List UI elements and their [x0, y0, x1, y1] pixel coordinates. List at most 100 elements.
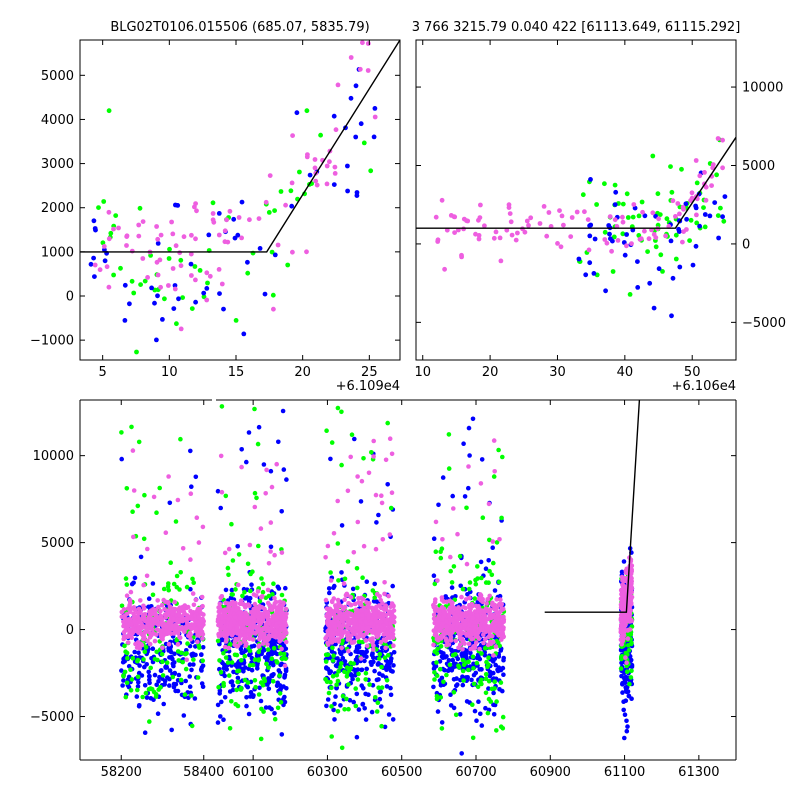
bottom-green-point [178, 436, 183, 442]
top-right-pink-point [528, 215, 534, 221]
top-left-ytick-label: 2000 [41, 201, 74, 216]
bottom-pink-point [256, 606, 262, 611]
bottom-pink-point [283, 639, 289, 645]
bottom-blue-point [327, 670, 333, 676]
bottom-blue-point [156, 679, 161, 684]
bottom-pink-point [363, 619, 368, 625]
top-left-blue-point [331, 182, 337, 188]
bottom-pink-point [379, 624, 384, 629]
bottom-blue-point [363, 717, 369, 722]
bottom-blue-point [348, 672, 354, 677]
bottom-blue-point [324, 703, 329, 709]
bottom-green-point [496, 447, 501, 453]
bottom-pink-point [447, 598, 453, 604]
bottom-blue-point [183, 678, 188, 684]
bottom-blue-point [460, 682, 466, 688]
bottom-blue-point [159, 668, 164, 673]
top-left-pink-point [178, 263, 184, 269]
bottom-blue-point [496, 654, 502, 659]
bottom-pink-point [266, 633, 272, 639]
top-left-pink-point [332, 164, 338, 170]
bottom-green-point [474, 660, 480, 666]
bottom-green-point [328, 570, 333, 575]
top-left-pink-point [158, 284, 164, 290]
bottom-green-point [497, 643, 503, 649]
bottom-pink-point [230, 607, 235, 612]
bottom-green-point [190, 576, 195, 582]
bottom-pink-point [339, 633, 344, 638]
top-right-green-point [650, 153, 656, 159]
bottom-pink-point [268, 549, 273, 554]
bottom-blue-point [249, 582, 254, 587]
bottom-green-point [271, 645, 277, 651]
bottom-blue-point [283, 585, 288, 591]
bottom-green-point [479, 681, 484, 687]
bottom-pink-point [258, 526, 264, 531]
bottom-blue-point [371, 599, 377, 604]
top-left-blue-point [353, 83, 359, 89]
bottom-green-point [242, 589, 247, 595]
top-left-pink-point [324, 163, 330, 169]
bottom-green-point [369, 450, 374, 455]
top-left-pink-point [275, 242, 281, 248]
top-right-green-point [660, 269, 665, 274]
bottom-pink-point [262, 606, 267, 612]
bottom-green-point [345, 559, 351, 564]
bottom-green-point [252, 678, 258, 683]
bottom-blue-point [468, 650, 473, 656]
bottom-blue-point [266, 676, 271, 681]
bottom-pink-point [257, 632, 263, 638]
top-left-pink-point [193, 277, 198, 283]
bottom-blue-point [355, 645, 361, 651]
bottom-pink-point [375, 591, 380, 597]
bottom-blue-point [431, 573, 437, 578]
bottom-pink-point [326, 622, 331, 628]
top-right-blue-point [607, 231, 612, 237]
bottom-pink-point [458, 613, 464, 619]
top-left-green-point [178, 257, 184, 263]
bottom-green-point [499, 515, 504, 521]
bottom-blue-point [455, 656, 461, 662]
bottom-pink-point [438, 636, 444, 641]
bottom-green-point [260, 581, 266, 587]
bottom-pink-point [193, 597, 199, 603]
bottom-green-point [226, 572, 231, 578]
bottom-green-point [234, 652, 240, 658]
bottom-xtick-label: 58200 [101, 765, 142, 780]
top-right-pink-point [703, 184, 709, 190]
bottom-pink-point [216, 609, 222, 614]
top-right-green-point [668, 164, 673, 170]
top-right-green-point [715, 213, 721, 219]
bottom-pink-point [475, 630, 481, 635]
bottom-pink-point [358, 600, 364, 606]
bottom-green-point [148, 665, 153, 671]
bottom-green-point [248, 571, 253, 577]
top-right-pink-point [461, 216, 467, 222]
bottom-pink-point [239, 464, 244, 470]
bottom-green-point [470, 654, 476, 660]
bottom-blue-point [391, 663, 396, 668]
top-left-green-point [100, 240, 106, 246]
bottom-pink-point [200, 636, 205, 641]
top-left-pink-point [104, 264, 110, 270]
top-left-green-point [368, 168, 374, 174]
top-right-green-point [714, 172, 719, 178]
bottom-blue-point [498, 648, 504, 653]
top-right-pink-point [675, 201, 681, 206]
bottom-pink-point [175, 642, 181, 647]
bottom-pink-point [431, 642, 436, 648]
top-left-green-point [197, 268, 203, 273]
top-right-pink-point [515, 230, 520, 236]
bottom-green-point [184, 584, 190, 590]
bottom-blue-point [119, 668, 124, 673]
top-left-blue-point [272, 252, 278, 258]
bottom-pink-point [144, 573, 150, 579]
bottom-blue-point [150, 646, 156, 651]
bottom-blue-point [171, 663, 176, 669]
bottom-blue-point [621, 559, 627, 564]
top-left-pink-point [372, 114, 378, 120]
top-left-pink-point [97, 267, 103, 273]
bottom-pink-point [222, 644, 228, 650]
top-right-pink-point [574, 209, 580, 215]
top-left-fit-path [80, 39, 401, 253]
